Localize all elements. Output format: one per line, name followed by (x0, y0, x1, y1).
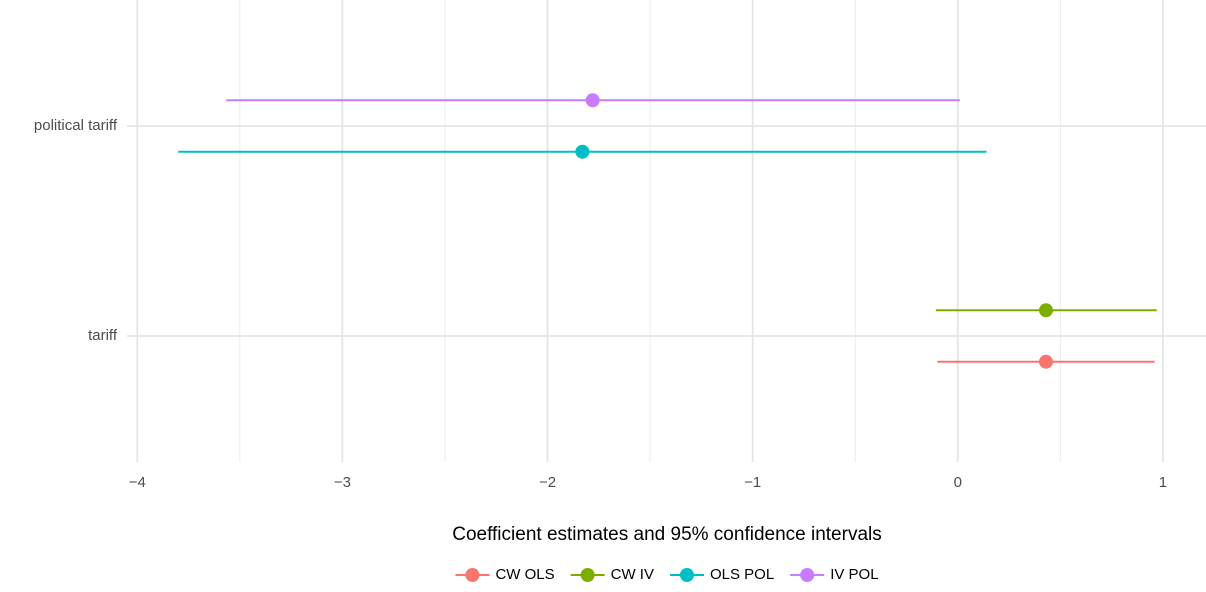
x-tick-label: −4 (129, 474, 146, 491)
y-tick-label: political tariff (34, 117, 118, 134)
legend-key-point (679, 568, 694, 582)
point-estimate (585, 93, 600, 108)
x-tick-label: 1 (1159, 474, 1167, 491)
y-tick-label: tariff (88, 327, 118, 344)
legend-label: CW IV (611, 566, 654, 583)
x-axis-title: Coefficient estimates and 95% confidence… (452, 524, 882, 545)
legend-label: OLS POL (710, 566, 774, 583)
x-tick-label: −1 (744, 474, 761, 491)
legend-label: IV POL (830, 566, 878, 583)
legend-key-point (800, 568, 815, 582)
point-estimate (1038, 354, 1053, 369)
legend-key-point (465, 568, 480, 582)
legend-label: CW OLS (495, 566, 554, 583)
point-estimate (1038, 303, 1053, 318)
x-tick-label: −2 (539, 474, 556, 491)
point-estimate (575, 144, 590, 159)
x-tick-label: 0 (954, 474, 962, 491)
x-tick-label: −3 (334, 474, 351, 491)
legend: CW OLS CW IV OLS POL IV POL (455, 566, 879, 583)
legend-key-point (580, 568, 595, 582)
